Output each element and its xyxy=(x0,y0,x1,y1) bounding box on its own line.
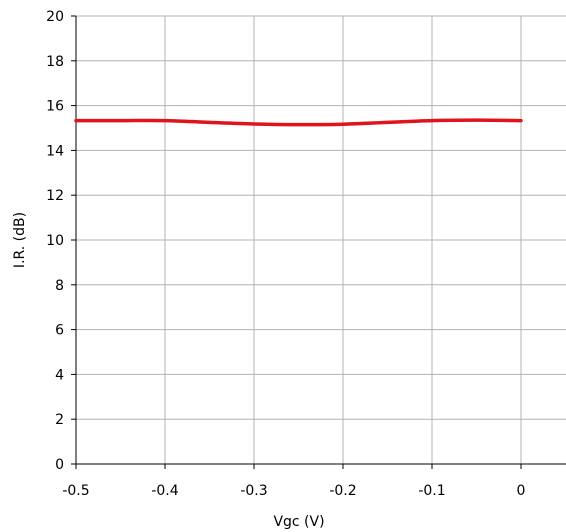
y-tick-label: 8 xyxy=(55,278,64,294)
y-tick-label: 10 xyxy=(46,233,64,249)
grid-layer xyxy=(76,15,566,464)
axes-layer xyxy=(71,15,566,469)
y-tick-label: 18 xyxy=(46,54,64,70)
series-layer xyxy=(74,118,523,127)
y-tick-label: 4 xyxy=(55,367,64,383)
x-tick-label: -0.5 xyxy=(62,483,89,499)
x-tick-labels: -0.5 -0.4 -0.3 -0.2 -0.1 0 xyxy=(62,483,525,499)
y-tick-labels: 0 2 4 6 8 10 12 14 16 18 20 xyxy=(46,9,64,473)
y-tick-label: 20 xyxy=(46,9,64,25)
y-axis-title: I.R. (dB) xyxy=(12,212,28,268)
y-tick-label: 16 xyxy=(46,99,64,115)
x-tick-label: -0.2 xyxy=(329,483,356,499)
x-axis-title: Vgc (V) xyxy=(273,514,324,530)
y-tick-label: 6 xyxy=(55,323,64,339)
series-line xyxy=(74,118,523,127)
y-tick-label: 0 xyxy=(55,457,64,473)
x-tick-label: 0 xyxy=(517,483,526,499)
y-tick-label: 2 xyxy=(55,412,64,428)
x-tick-label: -0.1 xyxy=(418,483,445,499)
y-tick-label: 12 xyxy=(46,188,64,204)
x-tick-label: -0.4 xyxy=(151,483,178,499)
x-tick-label: -0.3 xyxy=(240,483,267,499)
y-tick-label: 14 xyxy=(46,143,64,159)
